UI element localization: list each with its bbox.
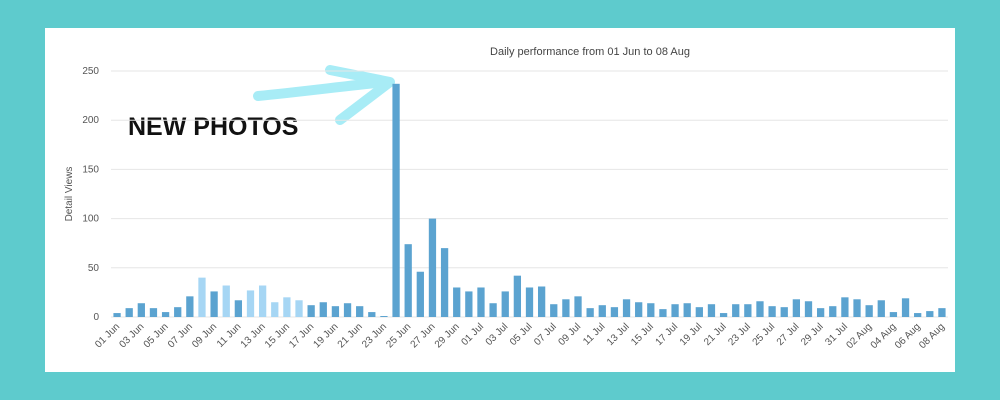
bar [356,306,364,317]
bar [659,309,667,317]
bar [550,304,558,317]
y-tick-label: 200 [82,115,99,126]
bar [829,306,837,317]
bar [113,313,121,317]
bar [392,83,400,318]
y-tick-label: 100 [82,214,99,225]
bar [380,316,388,317]
bar [719,313,728,317]
bar [295,300,303,317]
bar [926,311,934,317]
bar [416,271,424,317]
bar [283,297,291,317]
bar [149,308,158,317]
bar [465,291,473,317]
bar [186,296,194,317]
y-tick-label: 50 [88,263,100,274]
bar [707,304,716,317]
bar [841,297,849,317]
y-axis-label: Detail Views [64,167,75,222]
bar [137,303,145,317]
bar [161,312,170,317]
bar [914,313,922,317]
bar [331,306,340,317]
annotation: NEW PHOTOS [128,113,298,141]
bar [744,304,752,317]
bar [222,285,230,317]
bar [477,287,485,317]
y-tick-label: 150 [82,164,99,175]
bar [865,305,873,317]
bar [428,218,437,317]
bar [319,302,327,317]
bar [501,291,509,317]
bar [440,248,449,317]
bar [368,312,376,317]
bar [671,304,679,317]
bar [792,299,801,317]
bar [525,287,534,317]
bar [404,244,412,317]
bar [780,307,788,317]
bar [889,312,898,317]
bar [343,303,352,317]
bar [938,308,946,317]
bar [635,302,643,317]
chart-title: Daily performance from 01 Jun to 08 Aug [490,46,690,58]
bar [756,301,764,317]
bar [877,300,885,317]
bar [816,308,825,317]
bar [804,301,813,317]
bar [246,290,255,317]
bar [307,305,315,317]
bar [695,307,703,317]
bar [489,303,497,317]
y-tick-label: 0 [93,312,99,323]
bar [853,299,861,317]
bar [513,275,522,317]
arrow-head [325,65,395,125]
bar [622,299,631,317]
bar [683,303,691,317]
bar [453,287,461,317]
bar [732,304,740,317]
arrow [253,77,390,101]
bar [598,305,606,317]
bar [174,307,182,317]
bar [610,307,619,317]
bar [234,300,243,317]
bar [647,303,655,317]
bar [258,285,267,317]
bar [901,298,910,317]
y-tick-label: 250 [82,66,99,77]
bar [210,291,218,317]
bar [562,299,570,317]
chart-panel [45,28,955,372]
bar [586,308,594,317]
bar [574,296,582,317]
bar [125,308,133,317]
bar [271,302,279,317]
bar [537,286,546,317]
bar [768,306,776,317]
bar [198,277,206,317]
